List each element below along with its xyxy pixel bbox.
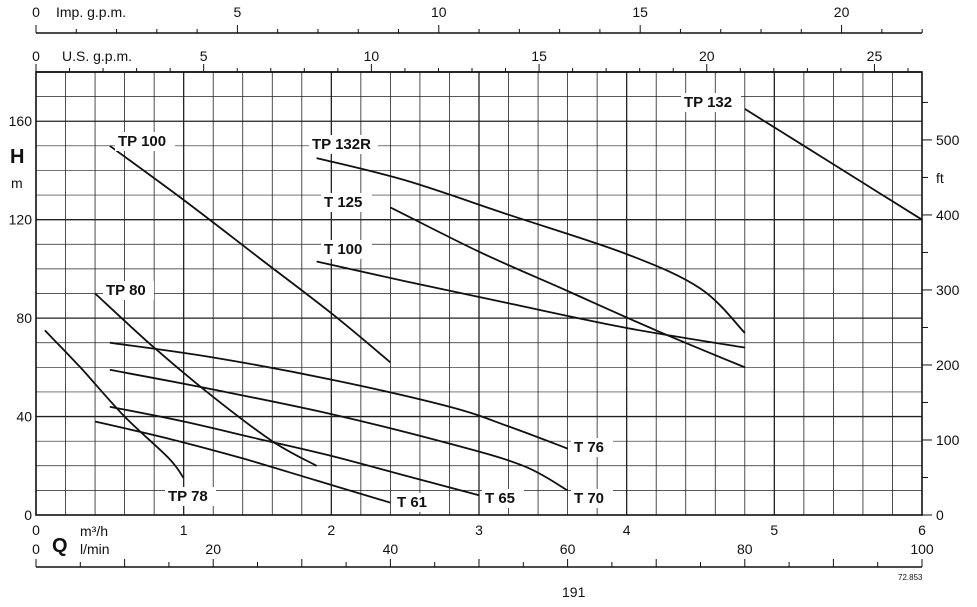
- impgpm-unit-label: Imp. g.p.m.: [56, 4, 126, 20]
- curve-label-bg: [103, 281, 154, 300]
- curve-t-65: [109, 405, 480, 497]
- usgpm-tick-label: 20: [699, 48, 715, 64]
- h-tick-label: 120: [9, 212, 33, 228]
- ft-tick-label: 400: [936, 207, 960, 223]
- usgpm-tick-label: 0: [32, 48, 40, 64]
- h-unit-label: m: [11, 175, 23, 191]
- lmin-tick-label: 0: [32, 541, 40, 557]
- usgpm-tick-label: 25: [867, 48, 883, 64]
- curve-tp-132: [744, 108, 923, 221]
- curve-label-t-125: T 125: [324, 194, 362, 211]
- curve-label-t-76: T 76: [574, 439, 604, 456]
- impgpm-tick-label: 20: [834, 4, 850, 20]
- curve-tp-80: [94, 292, 318, 467]
- h-axis-label: H: [10, 146, 24, 168]
- usgpm-tick-label: 5: [200, 48, 208, 64]
- curve-tp-100: [109, 145, 391, 364]
- ft-tick-label: 100: [936, 432, 960, 448]
- lmin-unit-label: l/min: [80, 541, 110, 557]
- curve-label-bg: [571, 489, 613, 508]
- ft-tick-label: 200: [936, 357, 960, 373]
- q-tick-label: 6: [918, 522, 926, 538]
- q-axis-label: Q: [52, 535, 68, 557]
- ft-unit-label: ft: [936, 170, 944, 186]
- curve-t-100: [316, 260, 745, 349]
- ft-tick-label: 300: [936, 282, 960, 298]
- h-tick-label: 40: [16, 409, 32, 425]
- q-tick-label: 4: [623, 522, 631, 538]
- page-number: 191: [562, 584, 586, 600]
- curve-label-tp-78: TP 78: [168, 488, 208, 505]
- curve-label-t-70: T 70: [574, 490, 604, 507]
- q-tick-label: 5: [770, 522, 778, 538]
- curve-label-t-61: T 61: [397, 494, 427, 511]
- curve-label-bg: [394, 493, 436, 512]
- curve-label-bg: [681, 93, 741, 112]
- impgpm-tick-label: 5: [233, 4, 241, 20]
- curve-label-bg: [309, 135, 378, 154]
- curve-t-125: [390, 206, 746, 369]
- ft-tick-label: 500: [936, 132, 960, 148]
- curve-t-76: [109, 341, 568, 450]
- h-tick-label: 160: [9, 113, 33, 129]
- lmin-tick-label: 20: [205, 541, 221, 557]
- curve-label-bg: [571, 438, 613, 457]
- lmin-tick-label: 40: [383, 541, 399, 557]
- curve-label-bg: [115, 132, 175, 151]
- curve-label-bg: [165, 487, 216, 506]
- curve-tp-78: [44, 329, 185, 479]
- q-tick-label: 0: [32, 522, 40, 538]
- curve-label-t-65: T 65: [485, 490, 515, 507]
- curve-label-tp-80: TP 80: [106, 282, 146, 299]
- curve-label-tp-100: TP 100: [118, 133, 166, 150]
- q-tick-label: 2: [327, 522, 335, 538]
- h-tick-label: 0: [24, 507, 32, 523]
- curve-label-tp-132: TP 132: [684, 94, 732, 111]
- ft-tick-label: 0: [936, 507, 944, 523]
- impgpm-tick-label: 10: [431, 4, 447, 20]
- figure-code: 72.853: [898, 573, 923, 582]
- curve-label-bg: [321, 193, 372, 212]
- usgpm-tick-label: 10: [364, 48, 380, 64]
- curve-label-bg: [321, 240, 372, 259]
- curve-t-61: [94, 420, 391, 504]
- usgpm-unit-label: U.S. g.p.m.: [62, 48, 132, 64]
- usgpm-tick-label: 15: [531, 48, 547, 64]
- curve-label-bg: [482, 489, 524, 508]
- impgpm-tick-label: 15: [632, 4, 648, 20]
- curve-t-70: [109, 368, 569, 492]
- q-tick-label: 3: [475, 522, 483, 538]
- curve-tp-132r: [316, 157, 746, 334]
- curve-label-t-100: T 100: [324, 241, 362, 258]
- q-tick-label: 1: [180, 522, 188, 538]
- h-tick-label: 80: [16, 310, 32, 326]
- lmin-tick-label: 80: [737, 541, 753, 557]
- curve-label-tp-132r: TP 132R: [312, 136, 371, 153]
- q-unit-label: m³/h: [80, 523, 108, 539]
- lmin-tick-label: 100: [910, 541, 934, 557]
- lmin-tick-label: 60: [560, 541, 576, 557]
- impgpm-tick-label: 0: [32, 4, 40, 20]
